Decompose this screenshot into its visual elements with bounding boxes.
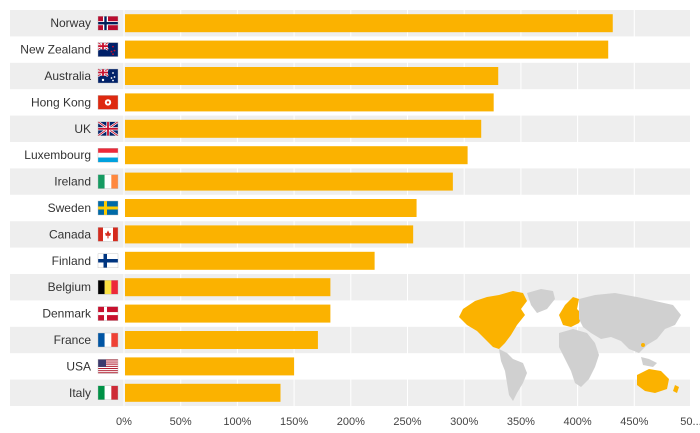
category-label: Sweden (48, 201, 91, 215)
category-label: New Zealand (20, 43, 91, 57)
bar (125, 40, 609, 59)
x-tick-label: 250% (393, 416, 421, 428)
x-tick-label: 150% (280, 416, 308, 428)
sweden-flag-icon (97, 200, 119, 216)
bar (125, 383, 281, 402)
x-tick-label: 100% (223, 416, 251, 428)
bar (125, 146, 468, 165)
italy-flag-icon (97, 385, 119, 400)
hong-kong-flag-icon (97, 95, 119, 110)
x-tick-label: 50% (170, 416, 192, 428)
category-labels: Norway New Zealand Australia Hong Kong UK Lux… (20, 16, 92, 400)
category-label: Ireland (54, 175, 91, 189)
category-label: Belgium (48, 280, 91, 294)
belgium-flag-icon (97, 280, 119, 295)
x-tick-label: 0% (116, 416, 132, 428)
world-map-icon (459, 289, 681, 401)
north-america-shape (459, 291, 527, 349)
x-tick-label: 400% (564, 416, 592, 428)
ireland-flag-icon (97, 174, 119, 189)
uk-flag-icon (97, 120, 119, 137)
category-label: Norway (50, 16, 91, 30)
row-band (10, 274, 690, 301)
x-tick-label: 300% (450, 416, 478, 428)
x-tick-label: 450% (620, 416, 648, 428)
category-label: Italy (69, 386, 91, 400)
x-tick-label: 350% (507, 416, 535, 428)
bar (125, 251, 375, 270)
bar (125, 357, 295, 376)
bar (125, 67, 499, 85)
x-tick-label: 200% (337, 416, 365, 428)
bar (125, 119, 482, 138)
category-label: Hong Kong (31, 95, 91, 109)
bar (125, 304, 331, 323)
new-zealand-flag-icon (97, 41, 119, 57)
category-label: USA (66, 359, 91, 373)
south-america-shape (499, 349, 527, 401)
category-label: UK (74, 122, 91, 136)
category-label: Denmark (42, 307, 92, 321)
europe-shape (559, 297, 583, 327)
bar (125, 225, 414, 244)
hong-kong-marker (641, 343, 645, 347)
category-label: Canada (49, 227, 91, 241)
bar (125, 199, 417, 217)
usa-flag-icon (97, 359, 119, 374)
greenland-shape (527, 289, 555, 313)
luxembourg-flag-icon (97, 147, 119, 163)
category-label: France (54, 333, 92, 347)
x-tick-label: 50... (680, 416, 700, 428)
africa-shape (559, 329, 599, 387)
bar (125, 172, 453, 191)
denmark-flag-icon (97, 306, 119, 321)
canada-flag-icon (97, 227, 119, 242)
asia-shape (579, 293, 681, 353)
bars (125, 14, 613, 402)
norway-flag-icon (97, 16, 119, 31)
australia-flag-icon (97, 68, 119, 84)
category-label: Australia (44, 69, 91, 83)
australia-shape (637, 369, 669, 393)
category-label: Luxembourg (24, 148, 91, 162)
bar (125, 278, 331, 297)
bar (125, 331, 318, 349)
category-label: Finland (52, 254, 91, 268)
finland-flag-icon (97, 253, 119, 269)
x-axis-ticks: 0% 50% 100% 150% 200% 250% 300% 350% 400% 450% 50.… (116, 416, 700, 428)
flags (97, 16, 119, 400)
southeast-asia-shape (641, 357, 657, 367)
france-flag-icon (97, 332, 119, 348)
bar (125, 14, 613, 33)
bar (125, 93, 494, 112)
new-zealand-shape (673, 385, 679, 393)
